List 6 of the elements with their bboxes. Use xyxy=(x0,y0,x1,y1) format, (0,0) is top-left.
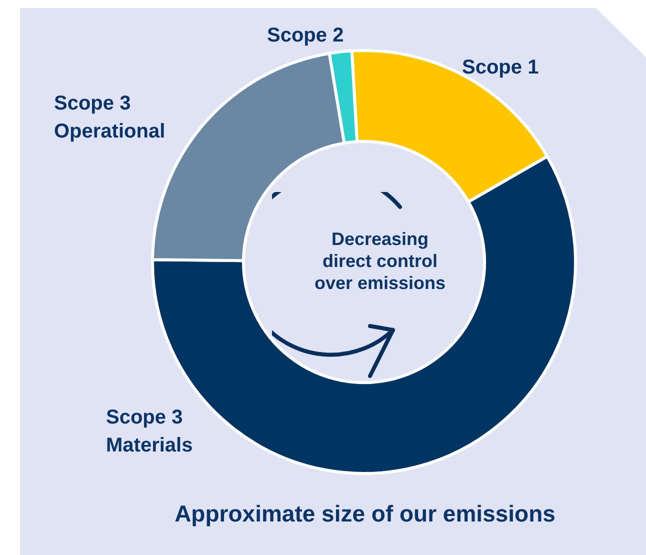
slice-label: Scope 1 xyxy=(462,56,539,79)
text: Decreasing direct control over emissions xyxy=(314,228,446,293)
slice-label: Scope 2 xyxy=(267,24,344,47)
slice-label: Scope 3 Operational xyxy=(54,92,166,143)
text: Approximate size of our emissions xyxy=(174,500,556,526)
slice-label: Scope 3 Materials xyxy=(106,406,193,457)
